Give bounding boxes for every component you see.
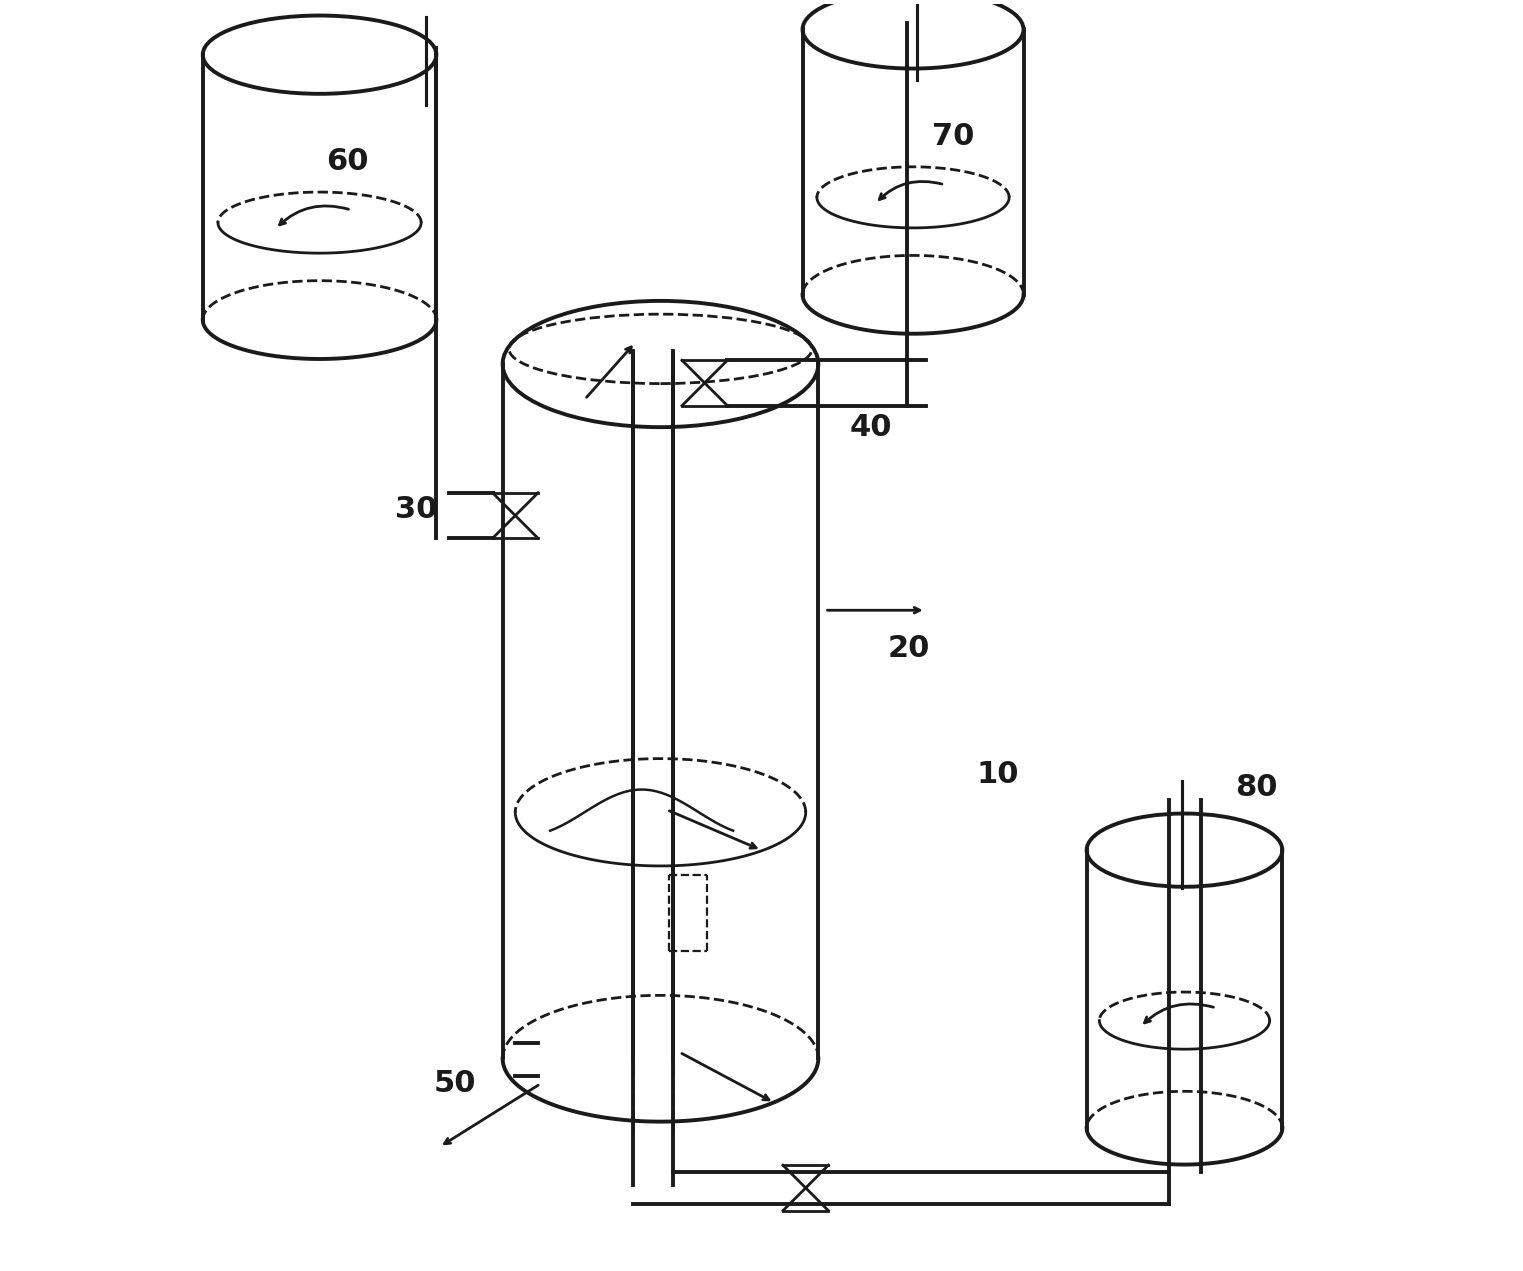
Text: 50: 50: [433, 1069, 475, 1098]
Text: 30: 30: [396, 494, 437, 524]
Text: 20: 20: [888, 634, 931, 662]
Text: 10: 10: [976, 760, 1019, 789]
Text: 40: 40: [850, 413, 892, 441]
Text: 60: 60: [326, 147, 369, 177]
Text: 70: 70: [932, 122, 975, 151]
Text: 80: 80: [1235, 773, 1278, 802]
